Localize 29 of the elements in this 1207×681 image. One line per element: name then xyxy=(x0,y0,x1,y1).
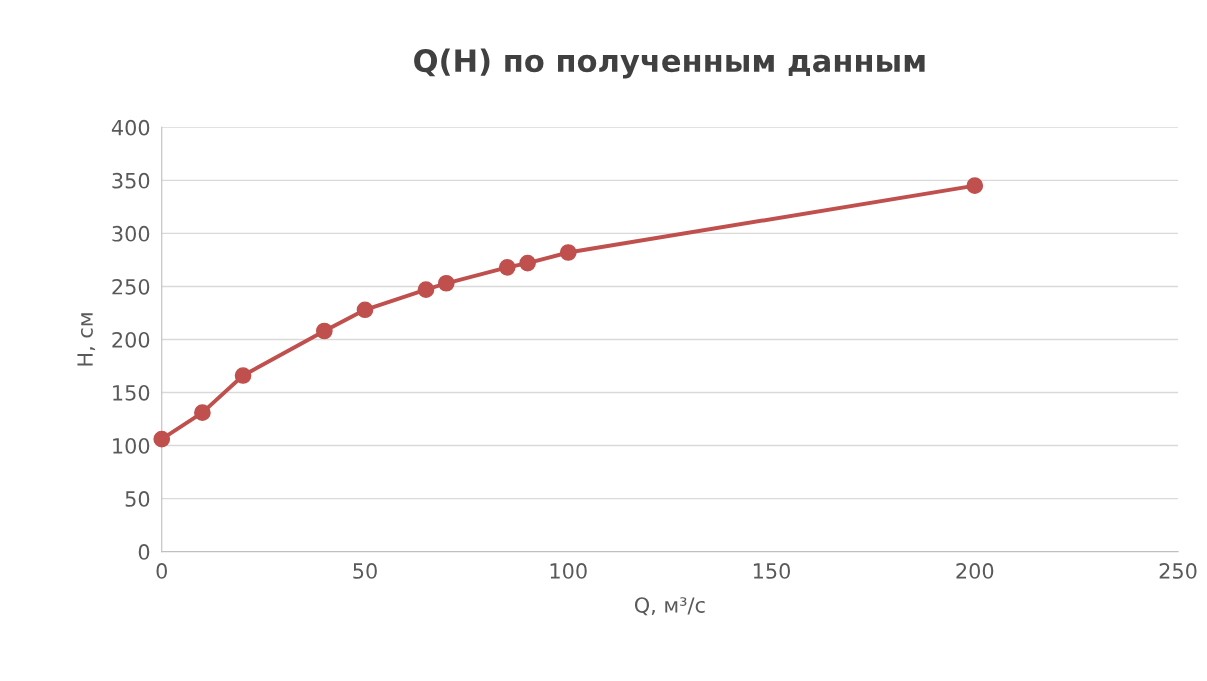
point xyxy=(519,254,536,272)
y-axis-title: H, см xyxy=(77,313,96,366)
y-tick-label: 50 xyxy=(125,491,150,507)
chart-title: Q(H) по полученным данным xyxy=(414,48,925,79)
x-tick-label: 100 xyxy=(550,563,587,579)
x-axis-title: Q, м³/с xyxy=(634,597,705,616)
y-tick-label: 350 xyxy=(112,172,150,189)
point xyxy=(559,244,577,261)
point xyxy=(417,281,435,298)
x-tick-label: 250 xyxy=(1159,563,1197,579)
y-tick-label: 400 xyxy=(111,119,150,136)
point xyxy=(316,322,333,340)
y-tick-label: 150 xyxy=(113,384,150,401)
x-tick-label: 50 xyxy=(353,563,377,579)
point xyxy=(234,367,252,384)
point xyxy=(437,274,455,292)
point xyxy=(194,404,211,421)
x-tick-label: 200 xyxy=(956,563,994,579)
y-tick-label: 200 xyxy=(112,331,150,348)
y-tick-label: 250 xyxy=(112,278,150,295)
y-tick-label: 300 xyxy=(112,225,150,242)
point xyxy=(498,259,516,276)
point xyxy=(153,430,171,448)
x-tick-label: 0 xyxy=(156,563,167,579)
point xyxy=(966,177,984,195)
y-tick-label: 0 xyxy=(138,544,150,560)
x-tick-label: 150 xyxy=(753,563,791,579)
point xyxy=(356,301,374,319)
y-tick-label: 100 xyxy=(113,438,150,454)
